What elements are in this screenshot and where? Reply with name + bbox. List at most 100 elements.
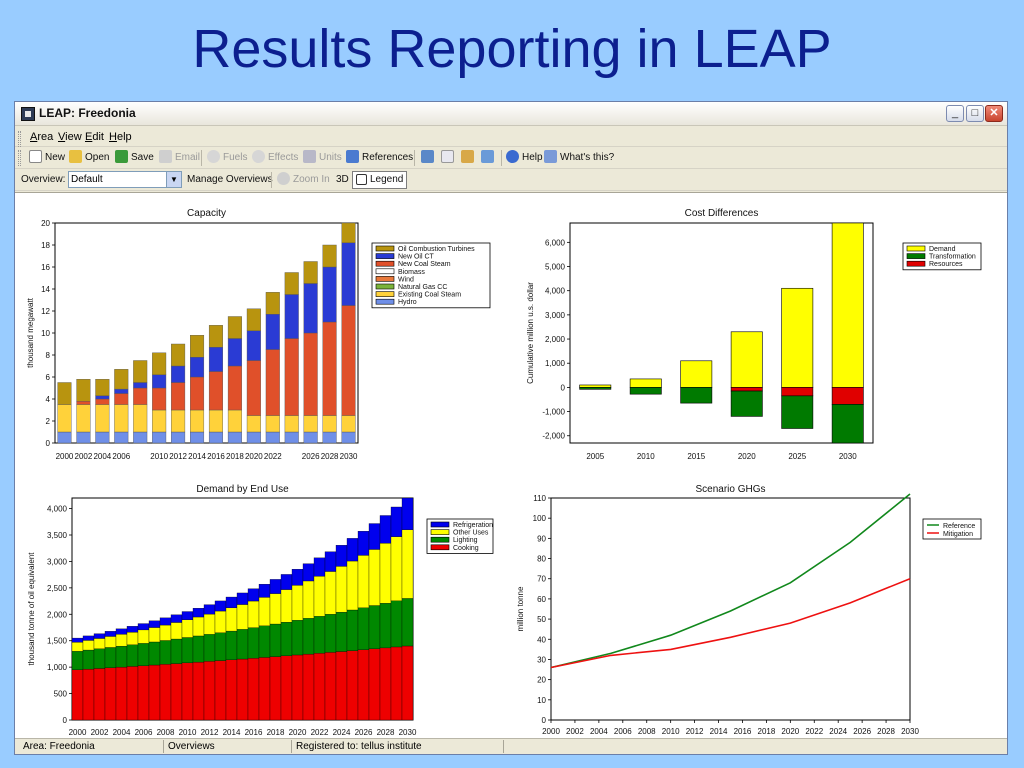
capacity-x-tick-label: 2010	[150, 452, 168, 461]
capacity-bar-segment	[114, 393, 129, 405]
chevron-down-icon[interactable]: ▼	[166, 172, 181, 187]
references-button[interactable]: References	[346, 150, 413, 166]
units-button[interactable]: Units	[303, 150, 342, 166]
demand-bar-segment	[280, 655, 293, 721]
overview-select[interactable]: Default ▼	[68, 171, 182, 188]
close-button[interactable]: ✕	[985, 105, 1003, 122]
demand-bar-segment	[126, 644, 139, 667]
menu-view[interactable]: View	[58, 131, 82, 143]
capacity-bar-segment	[57, 431, 72, 444]
open-button[interactable]: Open	[69, 150, 109, 166]
cost-y-tick-label: -2,000	[542, 432, 565, 441]
legend-button[interactable]: Legend	[352, 171, 408, 189]
new-label: New	[45, 152, 66, 163]
demand-chart-title: Demand by End Use	[196, 484, 289, 495]
ghg-series-line	[550, 577, 911, 669]
copy-button[interactable]	[441, 150, 457, 166]
demand-bar-segment	[280, 622, 293, 656]
capacity-bar-segment	[76, 400, 91, 405]
demand-bar-segment	[115, 666, 128, 721]
overview-content: Capacity 0 2 4 6 8 10 12 14 16 18 20 2000 2002 2004 200…	[15, 192, 1007, 738]
ghg-series-line	[550, 493, 911, 669]
capacity-bar-segment	[171, 382, 186, 411]
whats-this-button[interactable]: What's this?	[544, 150, 614, 166]
new-file-icon	[29, 150, 42, 163]
capacity-bar-segment	[95, 404, 110, 433]
demand-bar-segment	[82, 649, 95, 670]
demand-bar-segment	[93, 648, 106, 669]
demand-bar-segment	[313, 653, 326, 721]
menu-help[interactable]: Help	[109, 131, 132, 143]
capacity-legend-label: Biomass	[398, 269, 425, 276]
capacity-bar-segment	[190, 376, 205, 411]
save-button[interactable]: Save	[115, 150, 154, 166]
cost-x-tick-label: 2030	[839, 452, 857, 461]
capacity-bar-segment	[227, 409, 242, 433]
demand-legend-swatch	[430, 521, 450, 528]
menu-area[interactable]: Area	[30, 131, 54, 143]
capacity-y-tick-label: 16	[41, 263, 50, 272]
new-button[interactable]: New	[29, 150, 65, 166]
demand-bar-segment	[258, 583, 271, 598]
capacity-bar-segment	[208, 409, 223, 433]
three-d-button[interactable]: 3D	[336, 174, 349, 185]
capacity-bar-segment	[341, 305, 356, 416]
refresh-button[interactable]	[481, 150, 497, 166]
capacity-legend-label: Hydro	[398, 299, 417, 306]
demand-bar-segment	[401, 529, 414, 599]
capacity-bar-segment	[190, 431, 205, 444]
manage-overviews-button[interactable]: Manage Overviews	[187, 174, 273, 185]
cut-button[interactable]	[421, 150, 437, 166]
capacity-bar-segment	[152, 374, 167, 389]
demand-y-tick-label: 4,000	[47, 505, 68, 514]
capacity-legend-label: New Oil CT	[398, 254, 435, 261]
help-button[interactable]: Help	[506, 150, 543, 166]
demand-x-tick-label: 2026	[355, 728, 373, 737]
minimize-button[interactable]: _	[946, 105, 964, 122]
fuels-icon	[207, 150, 220, 163]
capacity-bar-segment	[265, 292, 280, 315]
demand-bar-segment	[214, 600, 227, 612]
capacity-y-tick-label: 10	[41, 329, 50, 338]
cost-y-tick-label: 6,000	[545, 238, 566, 247]
ghg-chart-title: Scenario GHGs	[695, 484, 765, 495]
demand-bar-segment	[269, 579, 282, 594]
demand-y-tick-label: 3,500	[47, 531, 68, 540]
capacity-chart-title: Capacity	[187, 208, 226, 219]
effects-button[interactable]: Effects	[252, 150, 298, 166]
demand-x-tick-label: 2024	[333, 728, 351, 737]
demand-bar-segment	[379, 647, 392, 721]
capacity-bar-segment	[246, 308, 261, 332]
capacity-bar-segment	[265, 431, 280, 444]
paste-button[interactable]	[461, 150, 477, 166]
demand-legend-swatch	[430, 536, 450, 543]
status-view: Overviews	[168, 741, 215, 752]
capacity-bar-segment	[152, 431, 167, 444]
cost-bar-segment	[680, 360, 713, 388]
capacity-bar-segment	[246, 360, 261, 416]
demand-bar-segment	[247, 627, 260, 659]
capacity-y-axis-label: thousand megawatt	[26, 297, 35, 368]
capacity-bar-segment	[133, 360, 148, 383]
email-button[interactable]: Email	[159, 150, 200, 166]
maximize-button[interactable]: □	[966, 105, 984, 122]
cost-bar-segment	[730, 387, 763, 392]
ghg-y-tick-label: 20	[537, 676, 546, 685]
demand-bar-segment	[93, 633, 106, 639]
demand-bar-segment	[236, 629, 249, 660]
zoom-in-button[interactable]: Zoom In	[277, 172, 330, 188]
status-bar: Area: Freedonia Overviews Registered to:…	[15, 738, 1007, 754]
demand-bar-segment	[203, 634, 216, 662]
demand-bar-segment	[82, 635, 95, 641]
ghg-y-tick-label: 100	[533, 514, 547, 523]
cost-legend-swatch	[906, 245, 926, 252]
demand-bar-segment	[357, 531, 370, 556]
menu-edit[interactable]: Edit	[85, 131, 104, 143]
fuels-button[interactable]: Fuels	[207, 150, 247, 166]
demand-y-axis-label: thousand tonne of oil equivalent	[27, 552, 36, 666]
ghg-legend-label: Mitigation	[943, 531, 973, 538]
demand-bar-segment	[126, 626, 139, 633]
demand-legend-label: Cooking	[453, 545, 479, 552]
capacity-bar-segment	[284, 338, 299, 416]
